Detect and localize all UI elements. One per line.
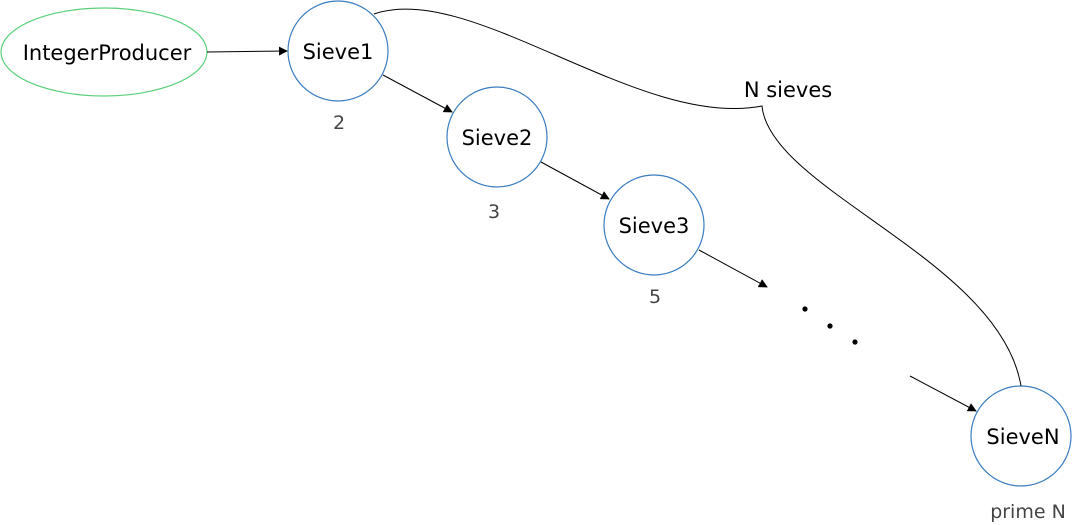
ellipsis-dot: [852, 339, 858, 345]
arrow-sieve3-to-ellipsis: [698, 249, 768, 288]
arrow-sieve2-to-sieve3: [540, 161, 610, 200]
sieven-node[interactable]: SieveN: [970, 385, 1072, 487]
sieven-prime: prime N: [990, 501, 1066, 523]
arrow-ellipsis-to-sieven: [909, 375, 977, 412]
sieve3-prime: 5: [649, 286, 661, 308]
integer-producer-label: IntegerProducer: [23, 41, 192, 65]
sieve3-shape: [603, 174, 705, 276]
sieve2-prime: 3: [488, 201, 500, 223]
arrow-producer-to-sieve1: [206, 46, 288, 56]
ellipsis-dots: [802, 306, 858, 345]
sieve3-label: Sieve3: [619, 214, 690, 238]
sieve1-shape: [287, 0, 389, 102]
sieve2-shape: [446, 86, 548, 188]
sieve1-label: Sieve1: [303, 40, 374, 64]
sieve1-node[interactable]: Sieve1: [287, 0, 389, 102]
n-sieves-brace: [373, 8, 1022, 387]
arrow-sieve1-to-sieve2: [382, 74, 453, 113]
sieven-label: SieveN: [986, 425, 1059, 449]
sieve1-prime: 2: [333, 112, 345, 134]
n-sieves-label: N sieves: [744, 78, 832, 102]
ellipsis-dot: [827, 323, 833, 329]
ellipsis-dot: [802, 306, 808, 312]
sieve2-node[interactable]: Sieve2: [446, 86, 548, 188]
sieve3-node[interactable]: Sieve3: [603, 174, 705, 276]
sieve2-label: Sieve2: [462, 126, 533, 150]
integer-producer-node[interactable]: IntegerProducer: [0, 7, 208, 97]
